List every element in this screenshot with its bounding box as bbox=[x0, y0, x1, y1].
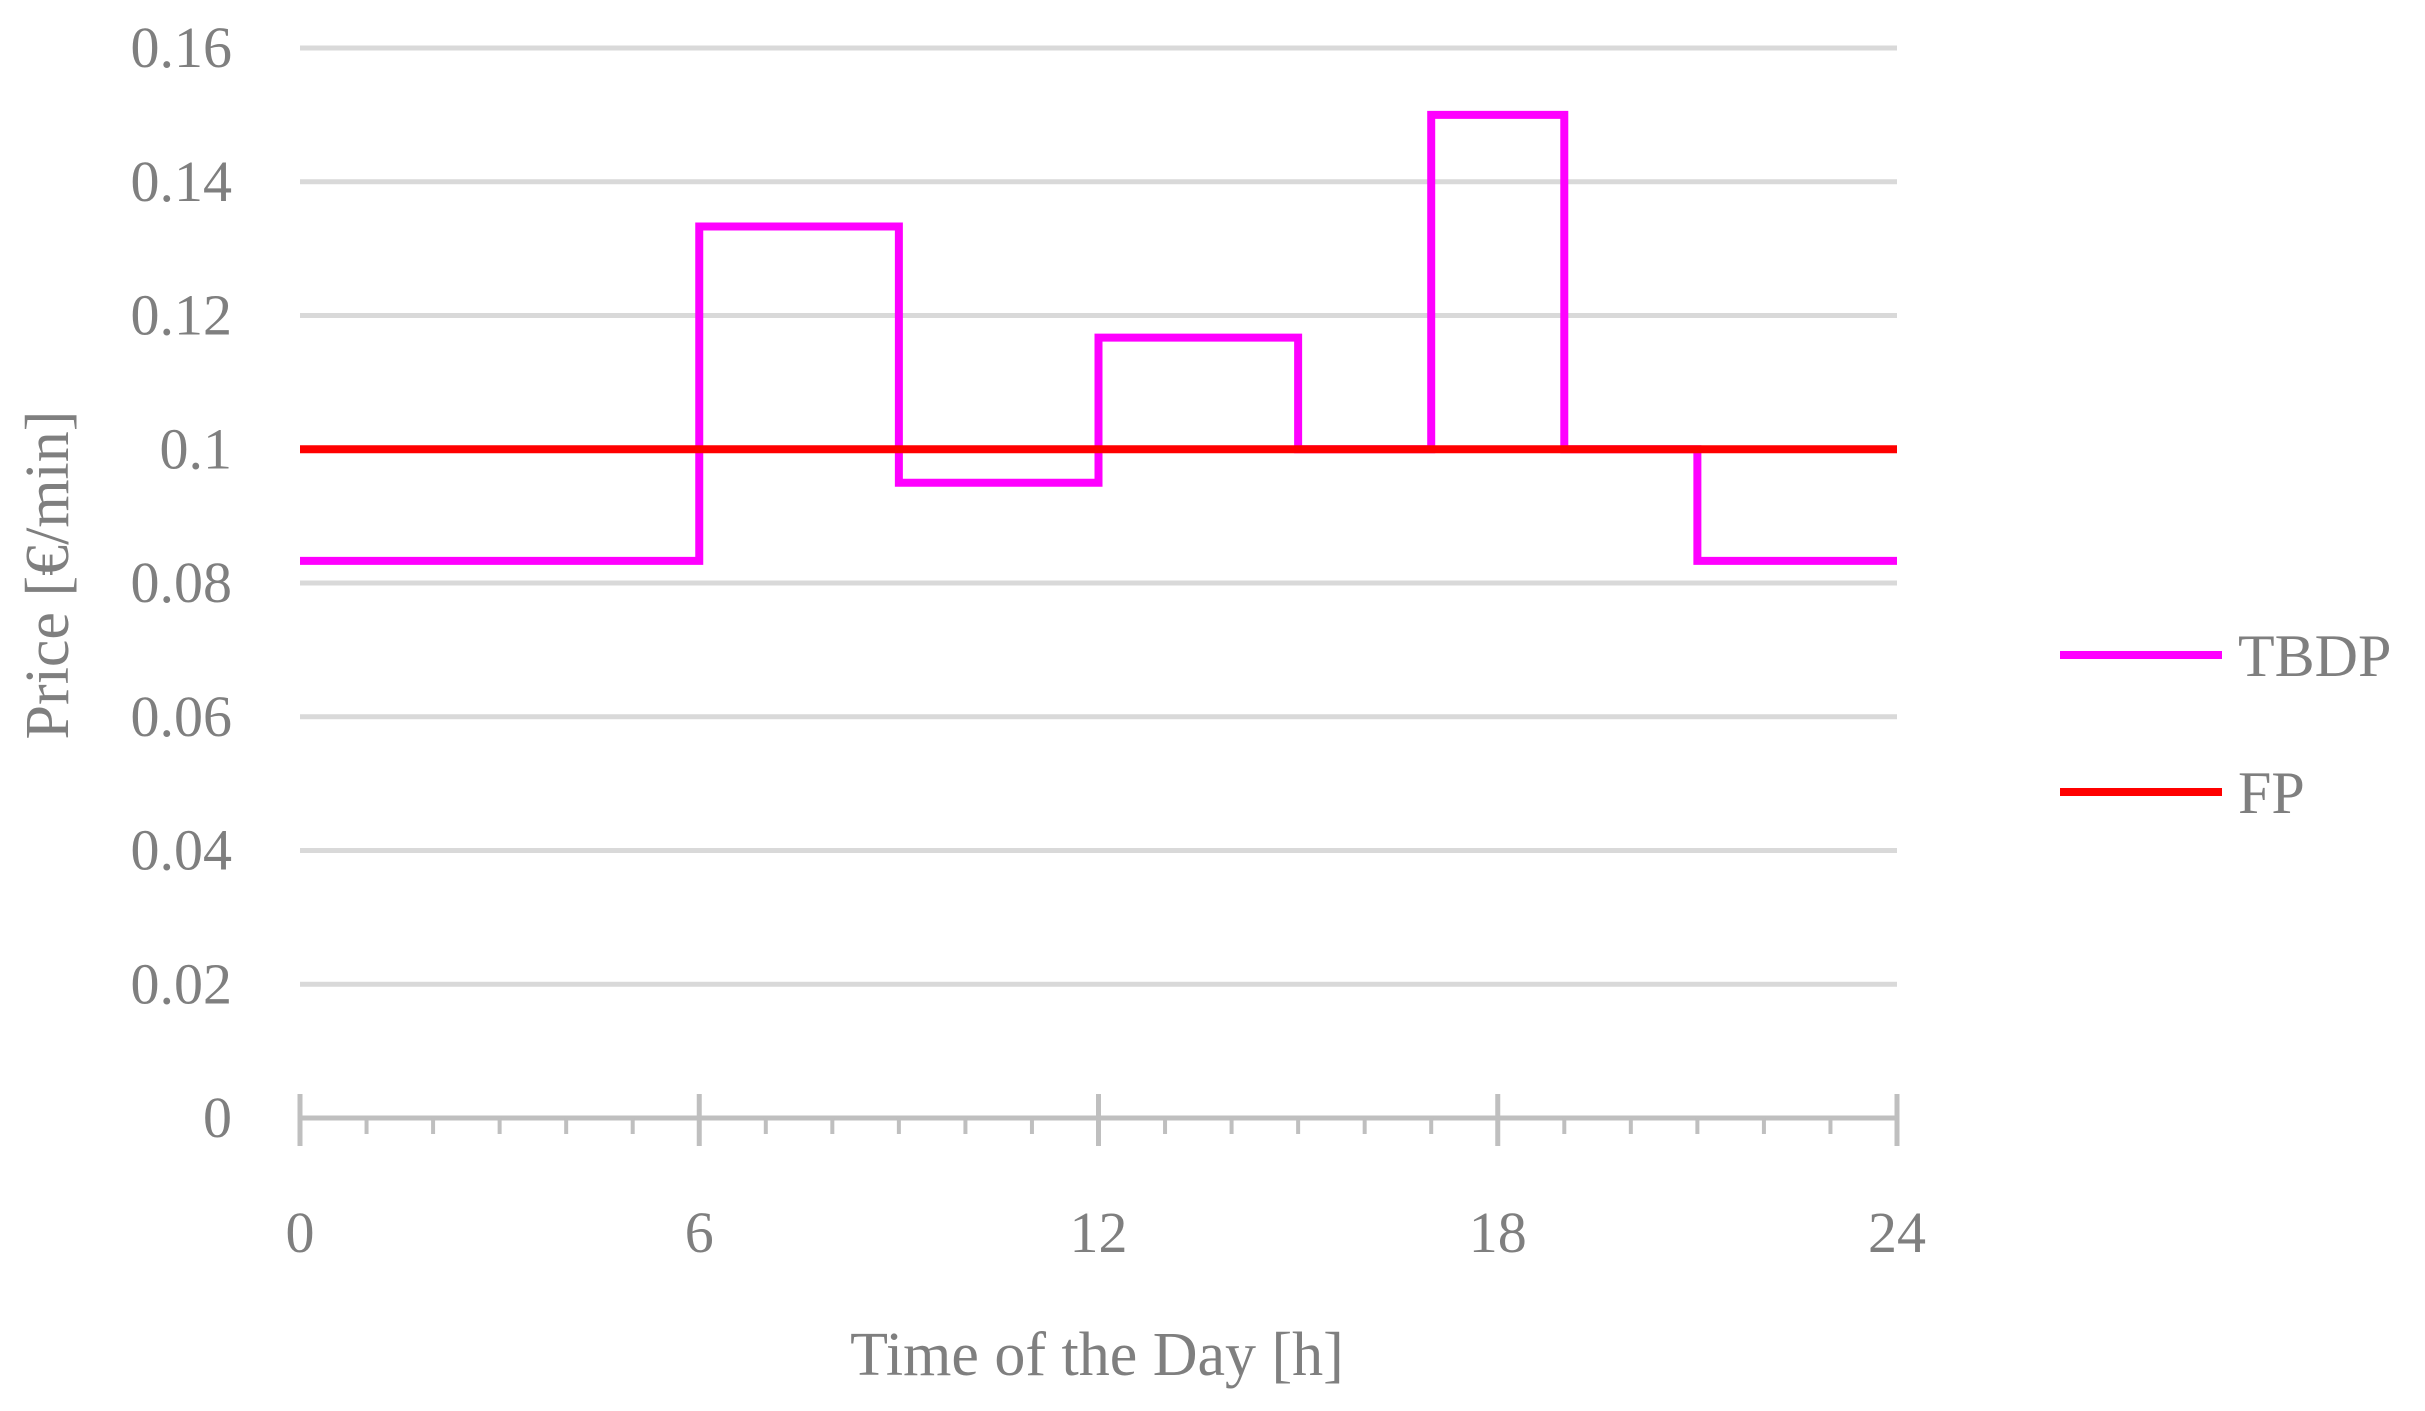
series-lines bbox=[300, 110, 1897, 565]
y-tick-label: 0.04 bbox=[131, 818, 233, 883]
x-tick-label: 6 bbox=[685, 1200, 714, 1265]
y-tick-label: 0.12 bbox=[131, 283, 233, 348]
legend-label: TBDP bbox=[2238, 623, 2391, 689]
y-tick-label: 0.02 bbox=[131, 951, 233, 1016]
y-tick-label: 0.08 bbox=[131, 550, 233, 615]
x-axis bbox=[297, 1094, 1900, 1146]
legend: TBDP FP bbox=[2060, 623, 2391, 826]
y-tick-label: 0.06 bbox=[131, 684, 233, 749]
y-tick-labels: 0 0.02 0.04 0.06 0.08 0.1 0.12 0.14 0.16 bbox=[131, 15, 233, 1150]
x-tick-label: 0 bbox=[286, 1200, 315, 1265]
x-tick-label: 12 bbox=[1070, 1200, 1128, 1265]
x-tick-label: 18 bbox=[1469, 1200, 1527, 1265]
legend-label: FP bbox=[2238, 760, 2305, 826]
grid-lines bbox=[300, 45, 1897, 987]
x-axis-title: Time of the Day [h] bbox=[850, 1321, 1344, 1389]
y-tick-label: 0 bbox=[203, 1085, 232, 1150]
y-axis-title: Price [€/min] bbox=[14, 411, 82, 740]
y-tick-label: 0.16 bbox=[131, 15, 233, 80]
y-tick-label: 0.14 bbox=[131, 149, 233, 214]
x-tick-label: 24 bbox=[1868, 1200, 1926, 1265]
x-tick-labels: 0 6 12 18 24 bbox=[286, 1200, 1927, 1265]
y-tick-label: 0.1 bbox=[160, 416, 233, 481]
